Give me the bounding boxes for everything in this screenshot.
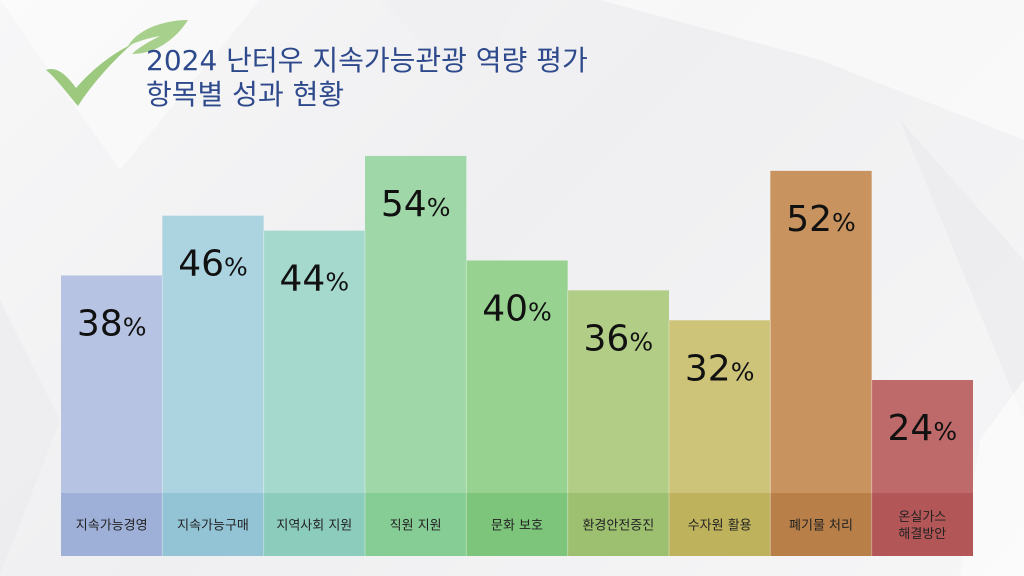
category-band bbox=[669, 493, 771, 556]
value-label: 24% bbox=[888, 408, 958, 449]
bar bbox=[365, 155, 467, 557]
category-label: 지속가능구매 bbox=[177, 519, 249, 534]
bar bbox=[770, 170, 872, 557]
chart-title: 2024 난터우 지속가능관광 역량 평가 항목별 성과 현황 bbox=[146, 44, 588, 112]
value-label: 54% bbox=[381, 184, 451, 225]
category-label: 직원 지원 bbox=[390, 519, 442, 534]
category-label: 수자원 활용 bbox=[688, 519, 752, 534]
value-label: 38% bbox=[77, 303, 147, 344]
check-leaf-logo-icon bbox=[46, 20, 188, 106]
value-label: 52% bbox=[786, 199, 856, 240]
bar-group: 46% 지속가능구매 bbox=[162, 215, 264, 556]
category-band bbox=[263, 493, 365, 556]
category-label: 지속가능경영 bbox=[76, 519, 148, 534]
category-label: 문화 보호 bbox=[491, 519, 543, 534]
category-label: 환경안전증진 bbox=[582, 519, 654, 534]
category-label: 지역사회 지원 bbox=[276, 519, 352, 534]
value-label: 32% bbox=[685, 348, 755, 389]
bar-group: 36% 환경안전증진 bbox=[567, 290, 669, 556]
title-line-2: 항목별 성과 현황 bbox=[146, 78, 345, 111]
bar-group: 32% 수자원 활용 bbox=[669, 320, 771, 556]
category-band bbox=[466, 493, 568, 556]
bar-group: 52% 폐기물 처리 bbox=[770, 170, 872, 557]
value-label: 36% bbox=[584, 318, 654, 359]
category-band bbox=[365, 493, 467, 556]
category-label: 해결방안 bbox=[898, 527, 946, 542]
bar-group: 40% 문화 보호 bbox=[466, 260, 568, 556]
bar-group: 44% 지역사회 지원 bbox=[263, 230, 365, 556]
category-band bbox=[567, 493, 669, 556]
category-band bbox=[61, 493, 163, 556]
category-label: 폐기물 처리 bbox=[789, 519, 853, 534]
bar-group: 54% 직원 지원 bbox=[365, 155, 467, 557]
value-label: 46% bbox=[178, 244, 248, 285]
value-label: 44% bbox=[280, 259, 350, 300]
category-band bbox=[770, 493, 872, 556]
title-line-1: 2024 난터우 지속가능관광 역량 평가 bbox=[146, 44, 588, 77]
category-band bbox=[871, 493, 973, 556]
category-band bbox=[162, 493, 264, 556]
category-label: 온실가스 bbox=[898, 510, 946, 525]
value-label: 40% bbox=[482, 289, 552, 330]
bar-group: 38% 지속가능경영 bbox=[61, 275, 163, 556]
